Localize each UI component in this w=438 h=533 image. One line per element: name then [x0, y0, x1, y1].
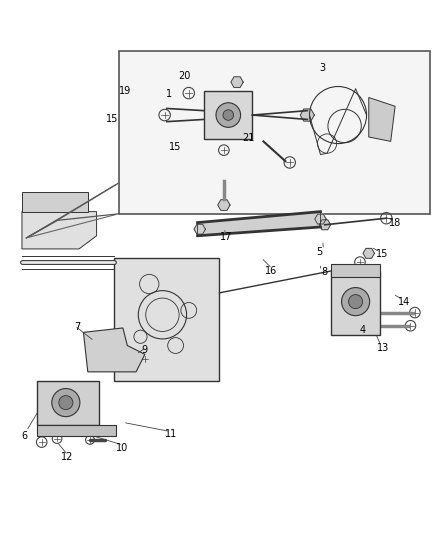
- Polygon shape: [22, 212, 96, 249]
- Text: 17: 17: [219, 232, 232, 242]
- Text: 13: 13: [376, 343, 388, 353]
- Text: 5: 5: [315, 247, 321, 257]
- Polygon shape: [197, 212, 320, 236]
- Polygon shape: [217, 200, 230, 211]
- Polygon shape: [362, 248, 374, 259]
- Polygon shape: [300, 109, 314, 121]
- Text: 19: 19: [119, 86, 131, 96]
- Bar: [37, 381, 99, 425]
- Text: 3: 3: [319, 63, 325, 73]
- Text: 18: 18: [388, 219, 400, 229]
- Text: 14: 14: [397, 297, 409, 306]
- Polygon shape: [368, 98, 394, 141]
- Circle shape: [348, 295, 362, 309]
- Text: 12: 12: [60, 453, 73, 463]
- Text: 11: 11: [165, 429, 177, 439]
- Polygon shape: [22, 192, 88, 212]
- Text: 8: 8: [321, 267, 327, 277]
- Circle shape: [223, 110, 233, 120]
- Polygon shape: [83, 328, 145, 372]
- Circle shape: [52, 389, 80, 417]
- Text: 10: 10: [116, 443, 128, 453]
- Text: 4: 4: [358, 325, 364, 335]
- Bar: [331, 271, 379, 335]
- Circle shape: [59, 395, 73, 410]
- Polygon shape: [194, 224, 205, 234]
- Text: 6: 6: [21, 431, 27, 440]
- Text: 9: 9: [141, 345, 148, 355]
- Bar: [118, 51, 429, 214]
- Text: 20: 20: [178, 70, 190, 80]
- Bar: [204, 91, 252, 139]
- Text: 21: 21: [241, 133, 254, 143]
- Bar: [37, 425, 116, 435]
- Circle shape: [215, 103, 240, 127]
- Circle shape: [341, 288, 369, 316]
- Text: 15: 15: [169, 142, 181, 152]
- Text: 15: 15: [106, 114, 118, 124]
- Text: 16: 16: [264, 266, 276, 276]
- Polygon shape: [314, 214, 325, 224]
- Bar: [331, 264, 379, 278]
- Polygon shape: [318, 220, 330, 230]
- Polygon shape: [230, 77, 243, 87]
- Bar: [114, 258, 219, 381]
- Text: 15: 15: [375, 249, 387, 259]
- Text: 1: 1: [166, 89, 172, 99]
- Text: 7: 7: [74, 322, 80, 332]
